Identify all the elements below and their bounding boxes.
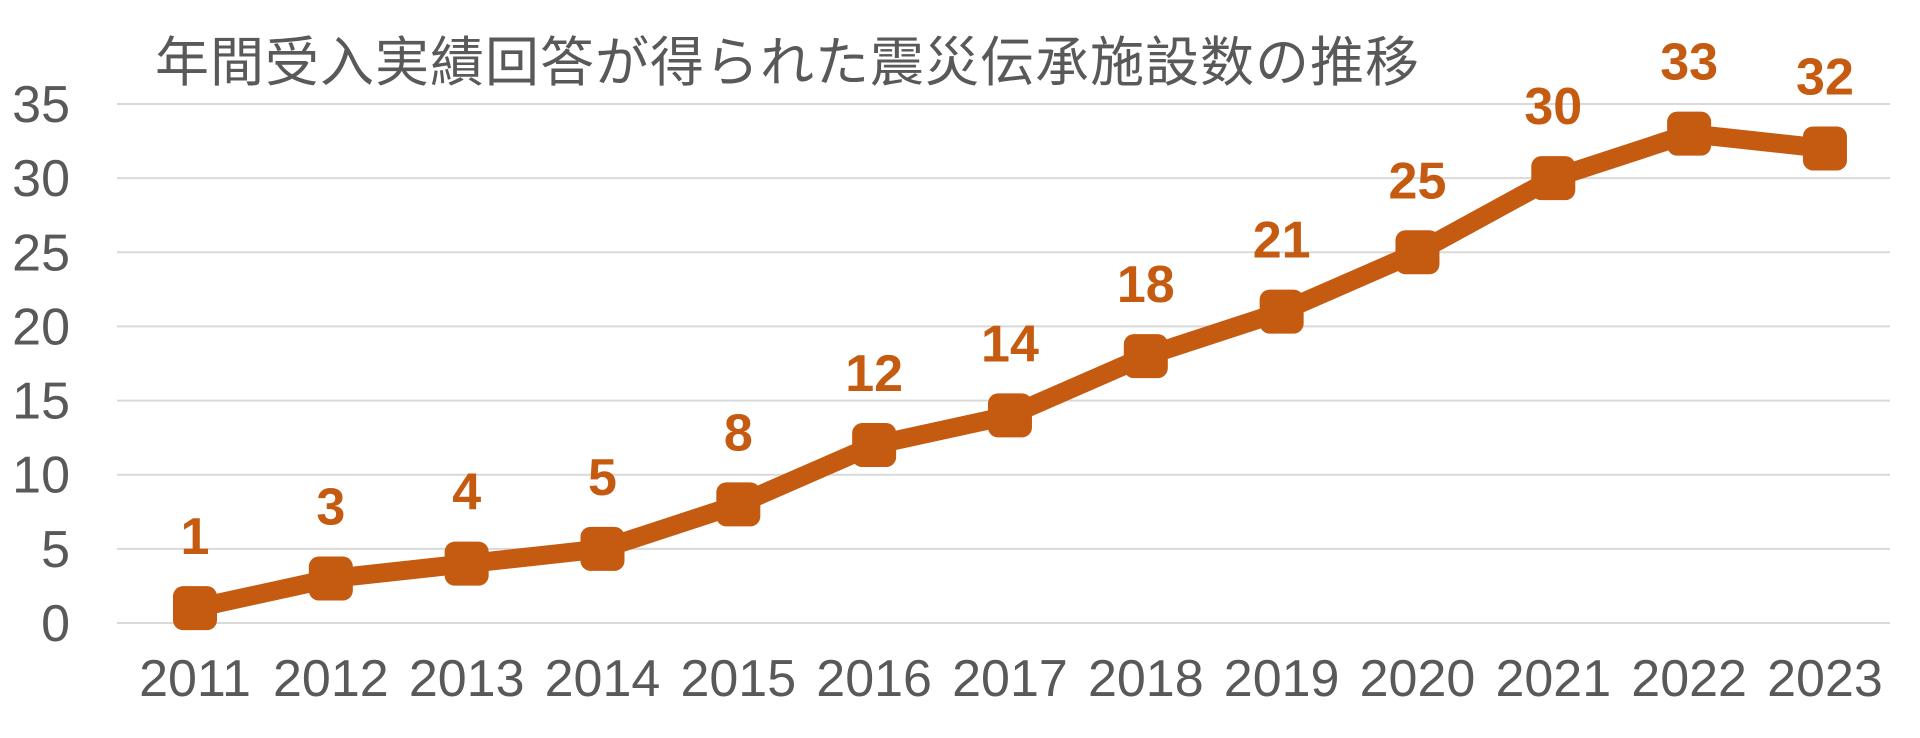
data-point-marker [1667,111,1712,156]
data-point-value-label: 32 [1796,48,1854,106]
x-axis-tick-label: 2011 [139,650,251,708]
data-point-value-label: 5 [588,449,617,507]
data-point-marker [987,393,1032,438]
x-axis-tick-label: 2013 [409,650,525,708]
data-point-value-label: 14 [981,315,1039,373]
y-axis-tick-label: 30 [12,150,70,208]
data-point-value-label: 4 [452,464,481,522]
x-axis-tick-label: 2021 [1495,650,1611,708]
data-point-marker [173,586,217,631]
data-point-marker [580,526,625,571]
data-point-value-label: 12 [845,345,903,403]
data-point-marker [444,541,489,586]
data-point-value-label: 8 [724,404,753,462]
data-point-value-label: 18 [1117,256,1175,314]
data-point-marker [1123,334,1168,379]
data-series [173,111,1847,631]
data-point-value-label: 21 [1253,212,1311,270]
y-axis-tick-label: 15 [12,373,70,431]
x-axis-tick-label: 2018 [1088,650,1204,708]
x-axis-tick-label: 2014 [545,650,661,708]
y-axis-tick-label: 25 [12,224,70,282]
data-point-value-label: 30 [1524,78,1582,136]
y-axis-tick-label: 35 [12,76,70,134]
data-point-marker [1259,289,1304,334]
data-point-value-label: 25 [1389,152,1447,210]
x-axis-tick-label: 2017 [952,650,1068,708]
gridlines [117,103,1890,624]
data-point-marker [1531,156,1576,201]
y-axis-labels: 0 5 10 15 20 25 30 35 [12,76,70,653]
x-axis-tick-label: 2016 [816,650,932,708]
x-axis-tick-label: 2019 [1224,650,1340,708]
y-axis-tick-label: 0 [41,595,70,653]
x-axis-tick-label: 2022 [1631,650,1747,708]
x-axis-tick-label: 2023 [1767,650,1883,708]
data-point-marker [1395,230,1440,275]
data-labels: 1 3 4 5 8 12 14 18 21 25 30 33 32 [181,34,1854,567]
x-axis-tick-label: 2012 [273,650,389,708]
data-point-marker [308,556,353,601]
y-axis-tick-label: 5 [41,521,70,579]
data-point-marker [716,482,761,527]
x-axis-tick-label: 2015 [680,650,796,708]
x-axis-labels: 2011 2012 2013 2014 2015 2016 2017 2018 2019 2020… [139,650,1883,708]
data-point-value-label: 3 [316,479,345,537]
x-axis-tick-label: 2020 [1360,650,1476,708]
chart-title: 年間受入実績回答が得られた震災伝承施設数の推移 [155,33,1420,93]
y-axis-tick-label: 10 [12,447,70,505]
data-point-value-label: 33 [1660,34,1718,92]
data-point-marker [852,423,897,468]
data-point-marker [1802,126,1847,171]
data-point-value-label: 1 [181,508,210,566]
y-axis-tick-label: 20 [12,298,70,356]
